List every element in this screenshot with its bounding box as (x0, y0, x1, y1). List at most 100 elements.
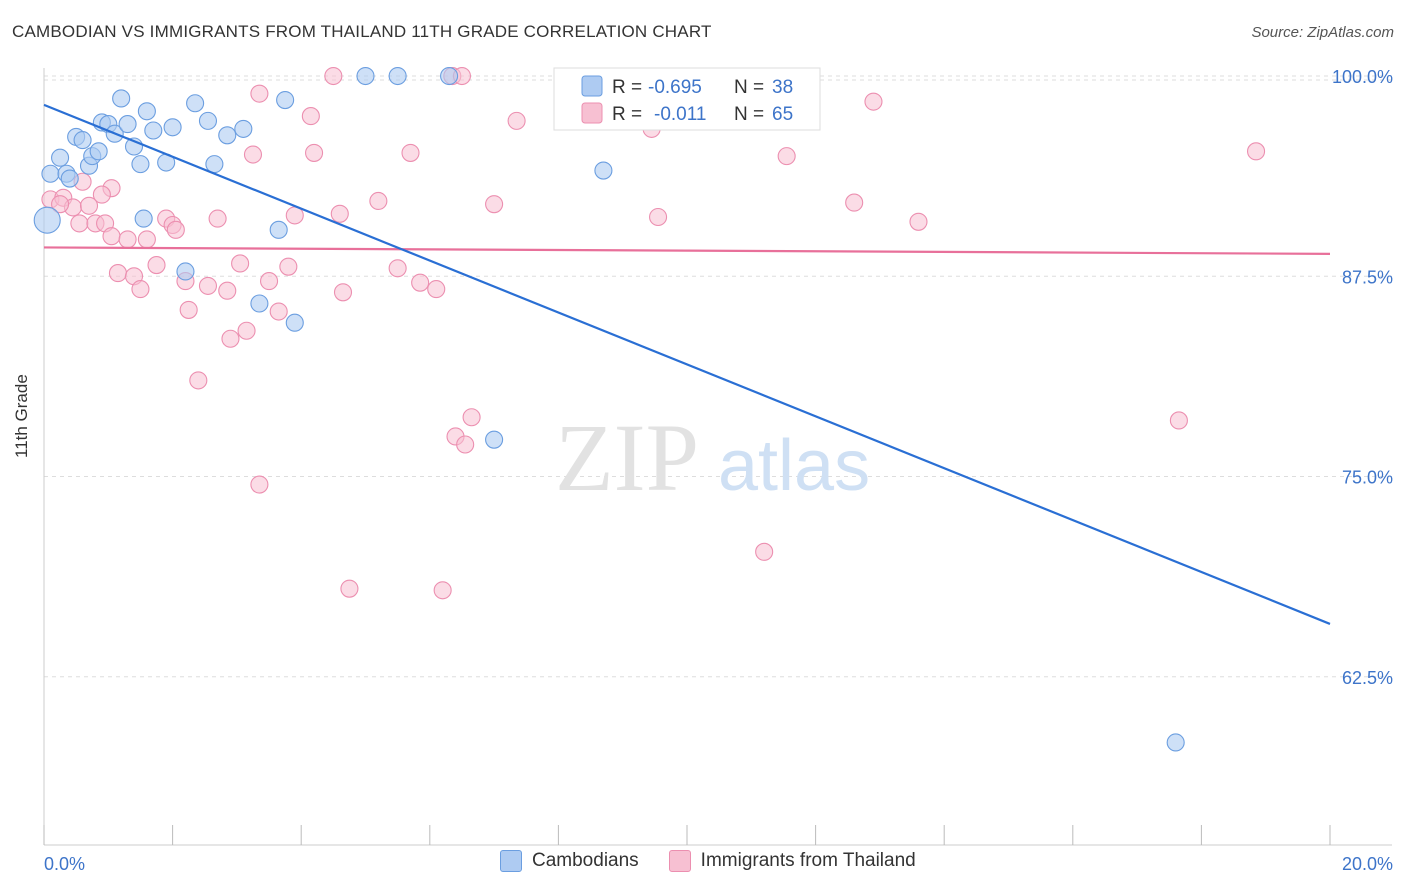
thailand-point (137, 230, 156, 249)
thailand-point (305, 143, 324, 162)
legend-label-thailand: Immigrants from Thailand (700, 850, 916, 871)
thailand-point (250, 84, 269, 103)
thailand-points (41, 66, 1266, 600)
cambodian-point (112, 89, 131, 108)
y-tick-label: 75.0% (1342, 468, 1393, 488)
bottom-legend: Cambodians Immigrants from Thailand (500, 850, 916, 872)
thailand-point (388, 259, 407, 278)
cambodian-point (285, 313, 304, 332)
cambodian-point (594, 161, 613, 180)
legend-n-value: 65 (772, 104, 793, 125)
x-tick-label: 20.0% (1342, 854, 1393, 874)
cambodian-point (356, 66, 375, 86)
thailand-point (279, 257, 298, 276)
y-axis-label: 11th Grade (12, 374, 31, 458)
thailand-point (221, 329, 240, 348)
thailand-point (118, 230, 137, 249)
cambodian-point (73, 131, 92, 150)
thailand-point (208, 209, 227, 228)
cambodian-point (234, 119, 253, 138)
trend-lines (43, 103, 1331, 625)
thailand-point (507, 111, 526, 130)
thailand-point (243, 145, 263, 164)
legend-r-label: R = (612, 77, 642, 98)
thailand-point (51, 195, 70, 214)
cambodian-point (440, 66, 459, 86)
cambodian-point (1166, 733, 1185, 752)
legend-n-label: N = (734, 104, 764, 125)
thailand-point (79, 196, 99, 215)
thailand-point (108, 264, 127, 283)
x-tick-label: 0.0% (44, 854, 85, 874)
thailand-point (456, 435, 475, 454)
thailand-point (166, 220, 185, 239)
thailand-point (189, 371, 208, 390)
y-tick-label: 62.5% (1342, 668, 1393, 688)
cambodian-point (218, 126, 237, 145)
cambodian-point (269, 220, 288, 239)
thailand-point (231, 254, 250, 273)
thailand-point (301, 107, 320, 126)
thailand-point (777, 147, 796, 166)
thailand-point (70, 214, 89, 233)
thailand-point (845, 193, 864, 212)
cambodian-point (276, 91, 295, 110)
legend-n-value: 38 (772, 77, 793, 98)
cambodian-point (51, 148, 70, 167)
watermark: ZIP atlas (555, 404, 870, 511)
thailand-point (92, 185, 111, 204)
thailand-point (237, 321, 256, 340)
cambodian-point (89, 142, 108, 161)
watermark-zip: ZIP (555, 404, 699, 511)
cambodian-point (250, 294, 269, 313)
cambodian-point (41, 164, 60, 183)
thailand-point (485, 195, 504, 214)
legend-r-value: -0.011 (654, 104, 706, 125)
thailand-point (401, 143, 420, 162)
cambodian-point (137, 102, 156, 121)
legend-r-value: -0.695 (648, 77, 702, 98)
tick-labels: 100.0% 87.5% 75.0% 62.5% 0.0% 20.0% (44, 67, 1393, 874)
legend-n-label: N = (734, 77, 764, 98)
cambodian-point (388, 66, 407, 86)
legend-swatch-thailand (581, 102, 603, 124)
thailand-point (1247, 142, 1266, 161)
thailand-point (324, 66, 343, 86)
thailand-point (179, 300, 198, 319)
legend-item-cambodians: Cambodians (500, 850, 639, 872)
thailand-point (411, 273, 430, 292)
cambodian-point (33, 206, 61, 234)
cambodian-point (176, 262, 195, 281)
thailand-point (269, 302, 288, 321)
watermark-atlas: atlas (718, 426, 870, 506)
thailand-point (330, 204, 349, 223)
legend-swatch-thailand (668, 850, 691, 872)
legend-swatch-cambodians (500, 850, 522, 872)
y-tick-label: 87.5% (1342, 267, 1393, 287)
legend-label-cambodians: Cambodians (532, 850, 639, 871)
thailand-point (259, 272, 279, 291)
thailand-point (909, 212, 928, 231)
thailand-point (755, 542, 774, 561)
thailand-point (102, 227, 121, 246)
chart-title: CAMBODIAN VS IMMIGRANTS FROM THAILAND 11… (12, 22, 712, 41)
thailand-trend-line (43, 246, 1331, 255)
thailand-point (250, 475, 269, 494)
thailand-point (462, 408, 481, 427)
source-label: Source: ZipAtlas.com (1251, 24, 1394, 41)
thailand-point (433, 581, 452, 600)
cambodian-point (485, 430, 504, 449)
cambodian-point (134, 209, 153, 228)
thailand-point (333, 283, 353, 302)
thailand-point (340, 579, 359, 598)
cambodian-point (163, 118, 182, 137)
thailand-point (198, 276, 218, 295)
thailand-point (131, 280, 150, 299)
legend-item-thailand: Immigrants from Thailand (668, 850, 916, 872)
cambodian-point (60, 169, 79, 188)
legend-r-label: R = (612, 104, 642, 125)
thailand-point (147, 256, 166, 275)
cambodian-point (186, 94, 205, 113)
cambodian-point (144, 121, 163, 140)
